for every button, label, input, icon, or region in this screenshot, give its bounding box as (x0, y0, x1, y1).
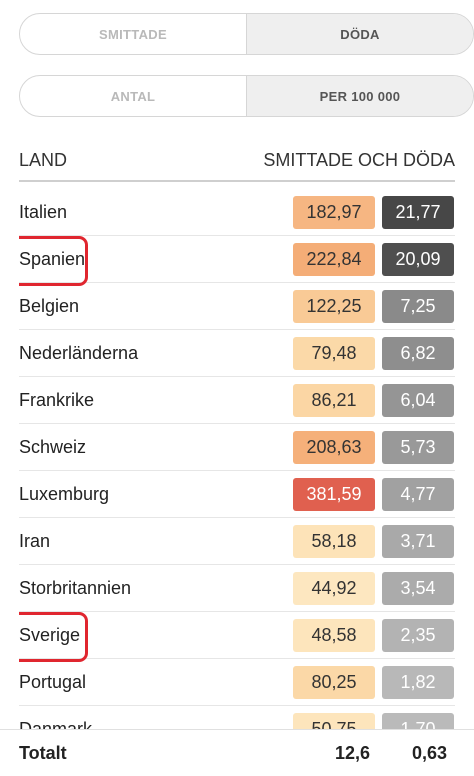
footer-cases-total: 12,6 (335, 743, 371, 763)
table-row[interactable]: Sverige 48,58 2,35 (19, 612, 455, 662)
cases-value-badge: 58,18 (293, 525, 375, 558)
country-name: Italien (19, 202, 68, 222)
toggle-option-per-100000[interactable]: PER 100 000 (246, 76, 473, 116)
deaths-value-badge: 6,82 (382, 337, 454, 370)
deaths-value-badge: 6,04 (382, 384, 454, 417)
table-header: LAND SMITTADE OCH DÖDA (19, 140, 455, 182)
column-header-country[interactable]: LAND (19, 149, 68, 170)
deaths-value-badge: 1,70 (382, 713, 454, 729)
cases-value-badge: 222,84 (293, 243, 375, 276)
footer-label: Totalt (19, 743, 67, 763)
table-row[interactable]: Luxemburg 381,59 4,77 (19, 471, 455, 518)
country-name: Frankrike (19, 390, 95, 410)
country-name: Iran (19, 531, 51, 551)
cases-value-badge: 48,58 (293, 619, 375, 652)
cases-value-badge: 50,75 (293, 713, 375, 729)
country-name: Danmark (19, 719, 93, 729)
cases-value-badge: 381,59 (293, 478, 375, 511)
table-row[interactable]: Danmark 50,75 1,70 (19, 706, 455, 729)
cases-value-badge: 182,97 (293, 196, 375, 229)
deaths-value-badge: 1,82 (382, 666, 454, 699)
footer-deaths-total: 0,63 (412, 743, 448, 763)
deaths-value-badge: 2,35 (382, 619, 454, 652)
toggle-option-smittade[interactable]: SMITTADE (99, 26, 167, 42)
table-row[interactable]: Iran 58,18 3,71 (19, 518, 455, 565)
toggle-option-antal[interactable]: ANTAL (110, 88, 156, 104)
cases-value-badge: 44,92 (293, 572, 375, 605)
country-name: Storbritannien (19, 578, 132, 598)
table-row[interactable]: Italien 182,97 21,77 (19, 189, 455, 236)
table-body: Italien 182,97 21,77 Spanien 222,84 20,09 Belg… (19, 189, 455, 729)
deaths-value-badge: 3,71 (382, 525, 454, 558)
country-name: Nederländerna (19, 343, 139, 363)
table-footer: Totalt 12,6 0,63 (0, 729, 474, 776)
cases-value-badge: 122,25 (293, 290, 375, 323)
table-row[interactable]: Nederländerna 79,48 6,82 (19, 330, 455, 377)
column-header-values[interactable]: SMITTADE OCH DÖDA (263, 149, 455, 170)
table-row[interactable]: Storbritannien 44,92 3,54 (19, 565, 455, 612)
country-name: Luxemburg (19, 484, 110, 504)
country-name: Portugal (19, 672, 87, 692)
cases-value-badge: 79,48 (293, 337, 375, 370)
deaths-value-badge: 21,77 (382, 196, 454, 229)
cases-value-badge: 208,63 (293, 431, 375, 464)
table-row[interactable]: Belgien 122,25 7,25 (19, 283, 455, 330)
toggle-option-doda[interactable]: DÖDA (246, 14, 473, 54)
table-row[interactable]: Portugal 80,25 1,82 (19, 659, 455, 706)
table-row[interactable]: Schweiz 208,63 5,73 (19, 424, 455, 471)
mode-toggle[interactable]: ANTAL PER 100 000 (19, 75, 474, 117)
table-row[interactable]: Frankrike 86,21 6,04 (19, 377, 455, 424)
cases-value-badge: 80,25 (293, 666, 375, 699)
country-name: Spanien (19, 249, 86, 269)
deaths-value-badge: 4,77 (382, 478, 454, 511)
table-row[interactable]: Spanien 222,84 20,09 (19, 236, 455, 286)
country-name: Schweiz (19, 437, 87, 457)
deaths-value-badge: 3,54 (382, 572, 454, 605)
deaths-value-badge: 20,09 (382, 243, 454, 276)
cases-value-badge: 86,21 (293, 384, 375, 417)
country-name: Belgien (19, 296, 80, 316)
metric-toggle[interactable]: SMITTADE DÖDA (19, 13, 474, 55)
deaths-value-badge: 5,73 (382, 431, 454, 464)
country-name: Sverige (19, 625, 81, 645)
deaths-value-badge: 7,25 (382, 290, 454, 323)
